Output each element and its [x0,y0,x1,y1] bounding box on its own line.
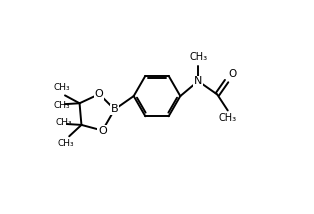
Text: O: O [95,89,104,99]
Text: N: N [194,76,202,86]
Text: CH₃: CH₃ [58,139,75,148]
Text: CH₃: CH₃ [54,83,70,92]
Text: B: B [111,104,118,114]
Text: CH₃: CH₃ [56,118,72,127]
Text: O: O [229,69,237,79]
Text: CH₃: CH₃ [219,113,237,123]
Text: O: O [98,126,107,135]
Text: CH₃: CH₃ [189,52,207,62]
Text: CH₃: CH₃ [54,101,70,110]
